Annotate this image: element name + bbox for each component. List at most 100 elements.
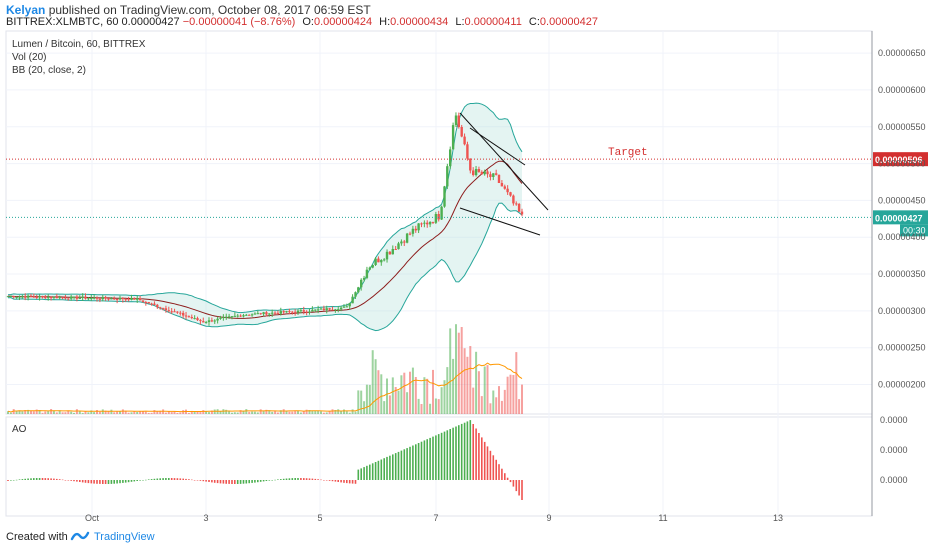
candle-body — [311, 309, 314, 312]
candle-body — [288, 311, 291, 313]
candle-body — [144, 302, 147, 303]
candle-body — [90, 298, 93, 299]
ao-legend[interactable]: AO — [12, 424, 27, 435]
ao-bar — [50, 478, 52, 480]
volume-bar — [429, 403, 432, 414]
candle-body — [305, 311, 308, 313]
author-name[interactable]: Kelyan — [6, 3, 46, 17]
candle-body — [517, 204, 521, 212]
ao-bar — [426, 439, 428, 480]
volume-bar — [518, 399, 521, 414]
candlesticks[interactable] — [6, 112, 524, 326]
candle-body — [451, 125, 455, 150]
footer: Created with TradingView — [0, 526, 932, 550]
volume-bar — [414, 377, 417, 414]
tradingview-brand[interactable]: TradingView — [94, 531, 155, 543]
candle-body — [176, 311, 179, 313]
ao-bar — [165, 478, 167, 480]
ao-bar — [30, 478, 32, 480]
candle-body — [98, 298, 102, 300]
candle-body — [308, 311, 311, 313]
volume-bar — [21, 411, 24, 414]
candle-body — [506, 188, 509, 193]
close-value: 0.00000427 — [539, 16, 599, 28]
volume-bar — [360, 390, 363, 414]
volume-bar — [38, 410, 41, 414]
candle-body — [440, 206, 443, 220]
volume-bar — [41, 412, 44, 414]
ao-bar — [492, 455, 495, 480]
ao-bar — [463, 422, 466, 480]
volume-bar — [302, 411, 305, 414]
volume-bar — [73, 412, 75, 414]
volume-bar — [311, 410, 314, 414]
volume-bar — [279, 410, 282, 414]
volume-bar — [15, 410, 18, 414]
volume-bar — [400, 375, 403, 414]
candle-body — [64, 297, 67, 299]
candle-body — [268, 313, 271, 315]
volume-bar — [245, 409, 248, 414]
candle-body — [394, 249, 397, 250]
volume-bar — [469, 346, 472, 414]
ao-bar — [449, 429, 451, 480]
candle-body — [245, 314, 248, 316]
candle-body — [497, 174, 501, 183]
symbol-label: BITTREX:XLMBTC, 60 — [6, 16, 119, 28]
ao-bar — [460, 423, 463, 480]
candle-body — [483, 171, 486, 175]
ao-bar — [133, 480, 136, 482]
time-tick-label: 3 — [203, 513, 208, 522]
ao-bar — [314, 478, 317, 480]
chart-axes: 0.00000650 0.00000600 0.00000550 0.00000500… — [85, 31, 926, 522]
volume-bar — [233, 412, 236, 414]
ao-bar — [268, 480, 271, 481]
ao-bar — [469, 420, 472, 480]
volume-bar — [409, 371, 411, 414]
candle-body — [328, 308, 331, 310]
candle-body — [466, 144, 469, 159]
candle-body — [271, 312, 274, 314]
candle-body — [331, 309, 334, 311]
candle-body — [61, 297, 64, 299]
legend-bb[interactable]: BB (20, close, 2) — [12, 65, 86, 76]
volume-bar — [32, 411, 35, 414]
ao-bar — [202, 480, 205, 482]
ao-bar — [397, 451, 400, 480]
volume-bar — [130, 412, 133, 414]
ao-bar — [242, 480, 245, 484]
target-price-label: 0.00000506 — [875, 155, 923, 165]
bb-upper-band — [7, 102, 523, 314]
price-tick-label: 0.00000300 — [878, 306, 926, 316]
volume-ma-line — [7, 362, 523, 413]
bb-basis-line — [7, 160, 523, 319]
legend-vol[interactable]: Vol (20) — [12, 52, 47, 63]
ao-bar — [107, 480, 110, 484]
candle-body — [489, 174, 492, 177]
volume-bar — [455, 324, 457, 414]
volume-bar — [110, 409, 113, 414]
volume-bar — [492, 390, 495, 414]
candle-body — [314, 309, 317, 311]
candle-body — [236, 315, 239, 317]
ao-bar — [409, 446, 411, 480]
candle-body — [325, 308, 328, 310]
candle-body — [204, 322, 208, 324]
ao-bar — [10, 480, 12, 481]
ao-bar — [285, 478, 288, 480]
time-tick-label: 9 — [546, 513, 551, 522]
price-chart[interactable]: 0.00000506 Target 0.00000427 00:30 0.000006… — [0, 30, 932, 522]
candle-body — [147, 302, 150, 304]
candle-body — [354, 292, 357, 297]
ao-bar — [102, 480, 104, 484]
ao-bar — [259, 480, 262, 482]
ao-bar — [41, 478, 44, 480]
candle-body — [242, 315, 245, 317]
volume-bar — [282, 409, 285, 414]
price-tick-label: 0.00000250 — [878, 343, 926, 353]
ao-bar — [280, 479, 282, 480]
price-tick-label: 0.00000650 — [878, 48, 926, 58]
wedge-upper-trendline — [459, 112, 549, 211]
volume-bar — [239, 410, 242, 414]
legend-title: Lumen / Bitcoin, 60, BITTREX — [12, 39, 146, 50]
